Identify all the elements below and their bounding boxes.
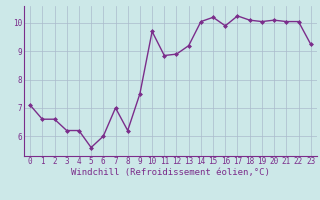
X-axis label: Windchill (Refroidissement éolien,°C): Windchill (Refroidissement éolien,°C) — [71, 168, 270, 177]
